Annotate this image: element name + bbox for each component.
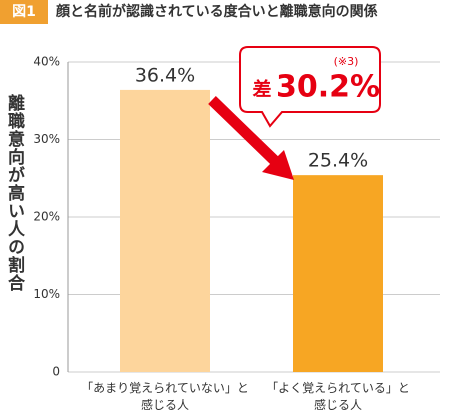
x-tick-label: 「よく覚えられている」と感じる人	[266, 381, 410, 412]
badge: 図1	[12, 4, 36, 20]
y-tick-label: 20%	[33, 210, 60, 224]
callout	[239, 46, 381, 128]
bar	[293, 175, 383, 372]
callout-note: (※3)	[334, 55, 359, 68]
y-tick-label: 10%	[33, 287, 60, 301]
x-tick-label: 「あまり覚えられていない」と感じる人	[81, 381, 249, 412]
y-tick-label: 30%	[33, 132, 60, 146]
callout-prefix: 差	[252, 78, 271, 101]
callout-value: 30.2%	[276, 70, 380, 105]
badge-bg	[0, 0, 48, 24]
arrow-head	[262, 150, 294, 180]
y-axis-label: 離職意向が高い人の割合	[4, 94, 24, 292]
bar	[120, 89, 210, 373]
value-label: 25.4%	[308, 150, 368, 172]
chart-title: 顔と名前が認識されている度合いと離職意向の関係	[55, 3, 378, 20]
y-tick-label: 40%	[33, 55, 60, 69]
arrow	[208, 96, 280, 166]
value-label: 36.4%	[135, 64, 195, 86]
y-tick-label: 0	[52, 365, 60, 379]
